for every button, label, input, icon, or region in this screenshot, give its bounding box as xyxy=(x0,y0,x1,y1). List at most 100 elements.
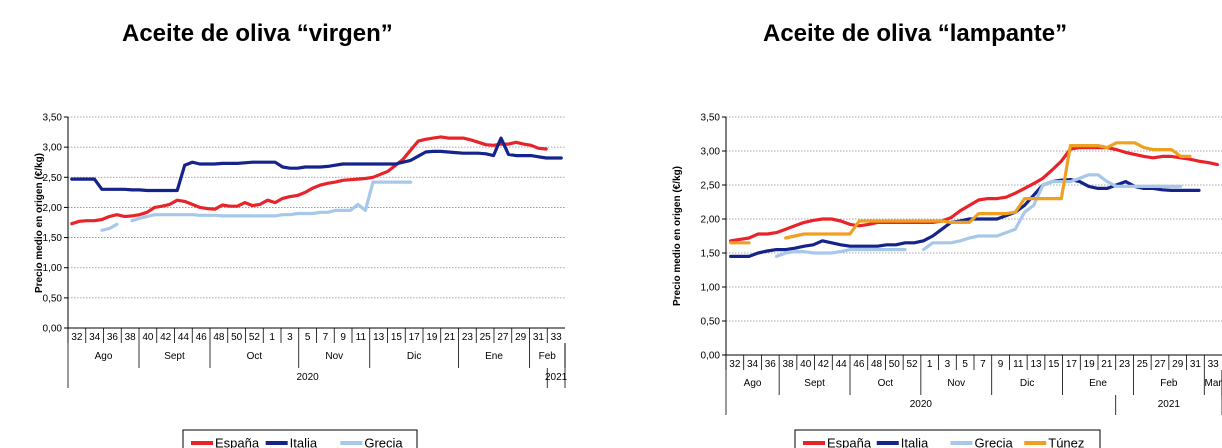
x-tick-label: 9 xyxy=(998,359,1004,370)
y-tick-label: 1,00 xyxy=(43,263,63,274)
x-tick-label: 21 xyxy=(444,332,456,343)
month-label: Feb xyxy=(1160,378,1178,389)
y-tick-label: 1,00 xyxy=(701,283,721,294)
x-tick-label: 19 xyxy=(426,332,438,343)
y-tick-label: 0,50 xyxy=(701,317,721,328)
y-tick-label: 3,50 xyxy=(43,113,63,124)
month-label: Dic xyxy=(407,351,421,362)
x-tick-label: 36 xyxy=(765,359,777,370)
month-label: Feb xyxy=(539,351,557,362)
y-tick-label: 3,00 xyxy=(701,147,721,158)
x-tick-label: 1 xyxy=(269,332,275,343)
series-lines xyxy=(70,135,563,232)
month-label: Ago xyxy=(744,378,762,389)
x-tick-label: 23 xyxy=(462,332,474,343)
x-tick-label: 48 xyxy=(871,359,883,370)
x-tick-label: 52 xyxy=(906,359,918,370)
x-tick-label: 27 xyxy=(497,332,509,343)
x-tick-label: 21 xyxy=(1101,359,1113,370)
x-tick-label: 7 xyxy=(323,332,329,343)
x-tick-label: 44 xyxy=(178,332,190,343)
x-tick-label: 5 xyxy=(962,359,968,370)
legend-label: Italia xyxy=(901,436,929,448)
legend-label: Túnez xyxy=(1048,436,1084,448)
series-line-italia xyxy=(70,136,563,193)
x-tick-label: 31 xyxy=(1190,359,1202,370)
chart-title-lampante: Aceite de oliva “lampante” xyxy=(763,20,1068,47)
x-tick-label: 36 xyxy=(107,332,119,343)
x-tick-label: 15 xyxy=(1048,359,1060,370)
month-label: Mar xyxy=(1205,378,1222,389)
legend-label: España xyxy=(215,436,260,448)
series-line-italia xyxy=(729,178,1201,258)
chart-virgen: 0,00 0,50 1,00 1,50 2,00 2,50 3,00 3,50 32 34 36 38… xyxy=(34,113,568,448)
x-tick-label: 44 xyxy=(836,359,848,370)
x-tick-label: 52 xyxy=(249,332,261,343)
x-tick-label: 46 xyxy=(853,359,865,370)
y-tick-label: 0,00 xyxy=(43,324,63,335)
month-label: Dic xyxy=(1020,378,1034,389)
month-label: Oct xyxy=(878,378,894,389)
series-line-túnez xyxy=(784,141,1192,240)
series-line-españa xyxy=(70,135,548,226)
month-label: Nov xyxy=(947,378,965,389)
legend-label: Italia xyxy=(290,436,318,448)
x-tick-label: 9 xyxy=(340,332,346,343)
series-line-grecia xyxy=(921,173,1183,252)
y-tick-label: 2,00 xyxy=(701,215,721,226)
year-label: 2020 xyxy=(297,372,320,383)
y-tick-label: 3,00 xyxy=(43,143,63,154)
x-tick-label: 19 xyxy=(1084,359,1096,370)
legend-label: España xyxy=(827,436,872,448)
x-tick-label: 27 xyxy=(1154,359,1166,370)
month-label: Sept xyxy=(164,351,185,362)
y-tick-label: 2,50 xyxy=(43,173,63,184)
x-tick-label: 3 xyxy=(945,359,951,370)
x-tick-label: 50 xyxy=(889,359,901,370)
x-tick-label: 32 xyxy=(71,332,83,343)
x-tick-label: 38 xyxy=(782,359,794,370)
x-tick-label: 50 xyxy=(231,332,243,343)
x-tick-label: 48 xyxy=(213,332,225,343)
year-label: 2021 xyxy=(1158,399,1181,410)
x-tick-label: 7 xyxy=(980,359,986,370)
x-tick-label: 31 xyxy=(533,332,545,343)
x-tick-label: 29 xyxy=(1172,359,1184,370)
x-tick-label: 1 xyxy=(927,359,933,370)
series-line-españa xyxy=(729,146,1219,243)
legend-box xyxy=(794,429,1101,448)
x-tick-label: 33 xyxy=(1208,359,1220,370)
x-tick-label: 23 xyxy=(1119,359,1131,370)
x-tick-label: 17 xyxy=(1066,359,1078,370)
y-tick-label: 1,50 xyxy=(43,233,63,244)
x-tick-label: 32 xyxy=(729,359,741,370)
x-tick-label: 25 xyxy=(480,332,492,343)
x-tick-label: 5 xyxy=(305,332,311,343)
x-tick-label: 42 xyxy=(160,332,172,343)
x-tick-label: 17 xyxy=(409,332,421,343)
x-tick-label: 38 xyxy=(125,332,137,343)
month-label: Sept xyxy=(804,378,825,389)
y-tick-label: 2,00 xyxy=(43,203,63,214)
y-axis-label: Precio medio en origen (€/kg) xyxy=(34,153,45,293)
legend-label: Grecia xyxy=(975,436,1014,448)
x-tick-label: 40 xyxy=(142,332,154,343)
x-tick-label: 33 xyxy=(551,332,563,343)
y-tick-label: 3,50 xyxy=(701,113,721,124)
month-label: Nov xyxy=(325,351,343,362)
month-label: Ene xyxy=(1089,378,1107,389)
series-line-grecia xyxy=(130,180,413,223)
x-tick-label: 25 xyxy=(1137,359,1149,370)
month-label: Ago xyxy=(95,351,113,362)
legend-label: Grecia xyxy=(364,436,403,448)
y-tick-label: 0,00 xyxy=(701,351,721,362)
x-tick-label: 34 xyxy=(89,332,101,343)
month-label: Oct xyxy=(247,351,263,362)
x-tick-label: 29 xyxy=(515,332,527,343)
series-line-grecia xyxy=(774,248,907,258)
y-tick-label: 1,50 xyxy=(701,249,721,260)
chart-title-virgen: Aceite de oliva “virgen” xyxy=(122,20,393,47)
y-axis-label: Precio medio en origen (€/kg) xyxy=(672,166,683,306)
x-tick-label: 13 xyxy=(1030,359,1042,370)
